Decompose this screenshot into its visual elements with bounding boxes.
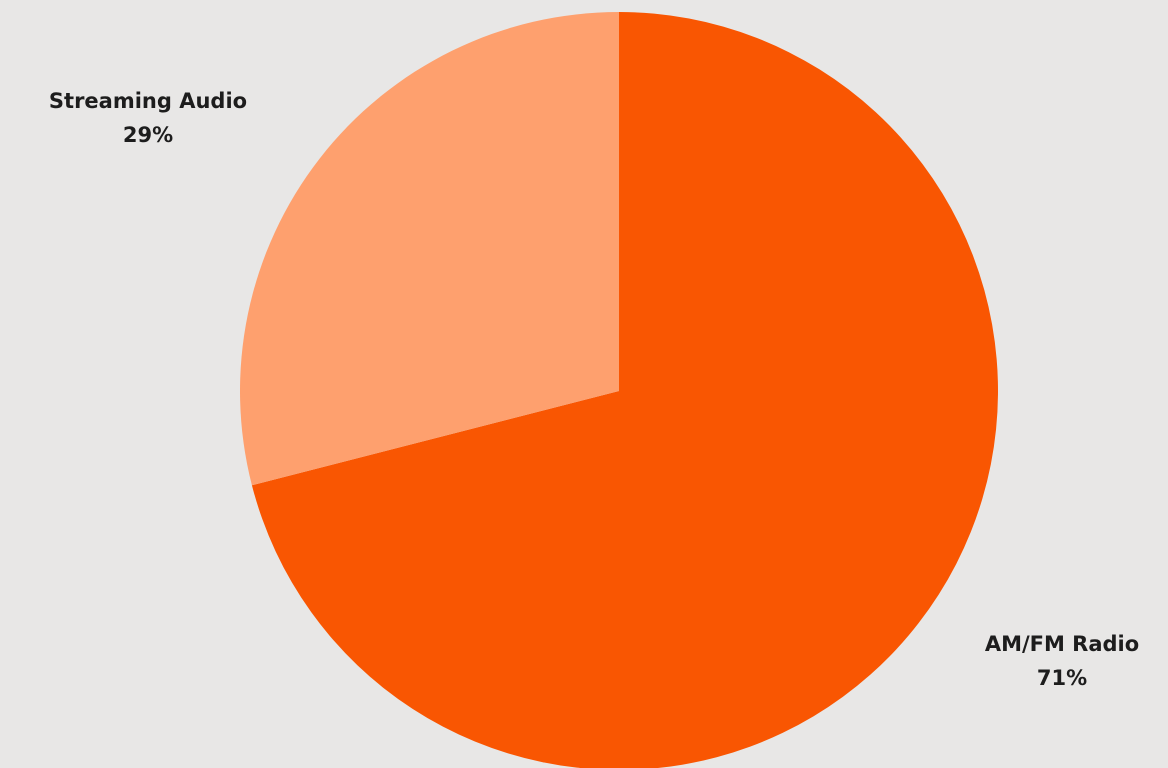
slice-label-am-fm-radio: AM/FM Radio 71% bbox=[962, 628, 1162, 695]
slice-label-streaming-audio: Streaming Audio 29% bbox=[24, 85, 272, 152]
slice-label-am-fm-radio-name: AM/FM Radio bbox=[984, 632, 1140, 656]
slice-label-am-fm-radio-value: 71% bbox=[1036, 665, 1088, 690]
slice-label-streaming-audio-name: Streaming Audio bbox=[48, 89, 248, 113]
slice-label-streaming-audio-value: 29% bbox=[122, 122, 174, 147]
pie-slice-streaming-audio bbox=[240, 12, 619, 486]
pie-slice-am-fm-radio bbox=[251, 12, 998, 768]
